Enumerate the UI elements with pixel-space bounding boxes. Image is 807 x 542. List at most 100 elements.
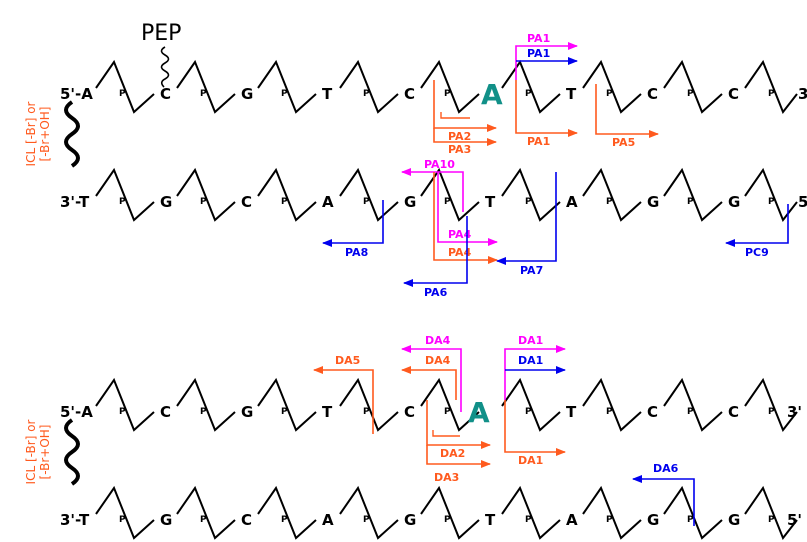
fragment-label: PA3	[448, 143, 471, 156]
pep-label: PEP	[141, 21, 181, 46]
phosphate-label: P	[363, 515, 370, 525]
strand2-3prime-end: 3'-T	[60, 511, 90, 529]
phosphate-label: P	[281, 89, 288, 99]
phosphate-label: P	[768, 407, 775, 417]
base: C	[241, 511, 252, 529]
phosphate-label: P	[606, 89, 613, 99]
phosphate-label: P	[606, 515, 613, 525]
strand1-3prime-end: 3'	[798, 85, 807, 103]
phosphate-label: P	[687, 197, 694, 207]
crosslink-squiggle	[64, 100, 80, 168]
phosphate-label: P	[525, 89, 532, 99]
base: G	[404, 511, 416, 529]
strand1-3prime-end: 3'	[787, 403, 802, 421]
icl-label-line1: ICL [-Br] or	[24, 101, 38, 166]
fragment-da3: DA3	[426, 445, 491, 484]
base: G	[160, 193, 172, 211]
base: G	[160, 511, 172, 529]
base: C	[241, 193, 252, 211]
phosphate-label: P	[444, 407, 451, 417]
icl-label-line1: ICL [-Br] or	[24, 419, 38, 484]
base: C	[404, 403, 415, 421]
phosphate-label: P	[281, 407, 288, 417]
base: G	[728, 193, 740, 211]
base: T	[566, 85, 577, 103]
fragment-label: DA2	[440, 447, 465, 460]
fragment-pa1-magenta: PA1	[515, 32, 578, 80]
phosphate-label: P	[444, 89, 451, 99]
fragment-pa4-orange: PA4	[433, 172, 498, 264]
fragment-label: PA6	[424, 286, 448, 299]
base: T	[485, 193, 496, 211]
phosphate-label: P	[119, 407, 126, 417]
strand2-5prime-end: 5'	[798, 193, 807, 211]
fragment-label: DA1	[518, 454, 543, 467]
fragment-pa10: PA10	[401, 158, 464, 212]
base: A	[566, 511, 578, 529]
phosphate-label: P	[687, 407, 694, 417]
base: T	[322, 85, 333, 103]
strand1-5prime-end: 5'-A	[60, 403, 93, 421]
phosphate-label: P	[363, 89, 370, 99]
adduct-base: A	[468, 396, 490, 429]
fragment-da1-orange: DA1	[504, 400, 566, 467]
fragment-pa8: PA8	[322, 200, 384, 259]
fragment-label: PA4	[448, 228, 472, 241]
fragment-da5: DA5	[313, 354, 374, 434]
base: C	[160, 85, 171, 103]
fragment-da4-magenta: DA4	[401, 334, 462, 412]
base: G	[241, 85, 253, 103]
base: C	[728, 403, 739, 421]
fragment-label: DA5	[335, 354, 360, 367]
phosphate-label: P	[119, 89, 126, 99]
bottom-panel: ICL [-Br] or [-Br+OH] 5'-A 3' C G T C A …	[24, 334, 802, 540]
phosphate-label: P	[444, 515, 451, 525]
phosphate-label: P	[281, 515, 288, 525]
phosphate-label: P	[363, 197, 370, 207]
fragment-label: PA1	[527, 135, 550, 148]
fragment-label: DA3	[434, 471, 459, 484]
base: C	[647, 85, 658, 103]
fragment-pa1-blue: PA1	[516, 47, 578, 65]
icl-label-line2: [-Br+OH]	[38, 425, 52, 480]
fragment-pa6: PA6	[403, 216, 468, 299]
phosphate-label: P	[768, 89, 775, 99]
crosslink-squiggle	[64, 418, 80, 486]
fragment-label: PA4	[448, 246, 472, 259]
pep-linker-squiggle	[160, 46, 170, 88]
phosphate-label: P	[606, 197, 613, 207]
fragment-da1-blue: DA1	[505, 354, 566, 374]
phosphate-label: P	[687, 515, 694, 525]
adduct-base: A	[481, 78, 503, 111]
base: T	[485, 511, 496, 529]
phosphate-label: P	[200, 89, 207, 99]
strand-2-backbone	[95, 167, 798, 222]
base: G	[647, 193, 659, 211]
phosphate-label: P	[363, 407, 370, 417]
fragment-label: PA8	[345, 246, 368, 259]
fragment-label: DA6	[653, 462, 679, 475]
top-panel: PEP ICL [-Br] or [-Br+OH] 5'-A 3' C G T …	[24, 21, 807, 299]
base: C	[728, 85, 739, 103]
fragment-label: DA1	[518, 334, 543, 347]
base: C	[647, 403, 658, 421]
strand2-5prime-end: 5'	[787, 511, 802, 529]
base: A	[322, 193, 334, 211]
fragment-label: PA1	[527, 32, 550, 45]
strand-1-backbone	[95, 377, 798, 432]
phosphate-label: P	[119, 515, 126, 525]
phosphate-label: P	[200, 407, 207, 417]
fragment-label: PA1	[527, 47, 550, 60]
phosphate-label: P	[768, 515, 775, 525]
base: T	[322, 403, 333, 421]
strand1-5prime-end: 5'-A	[60, 85, 93, 103]
fragment-pa1-orange: PA1	[515, 80, 578, 148]
fragment-pa3: PA3	[433, 128, 497, 156]
fragment-pa7: PA7	[496, 172, 557, 277]
phosphate-label: P	[119, 197, 126, 207]
base: G	[647, 511, 659, 529]
phosphate-label: P	[606, 407, 613, 417]
fragment-label: DA4	[425, 354, 451, 367]
strand2-3prime-end: 3'-T	[60, 193, 90, 211]
